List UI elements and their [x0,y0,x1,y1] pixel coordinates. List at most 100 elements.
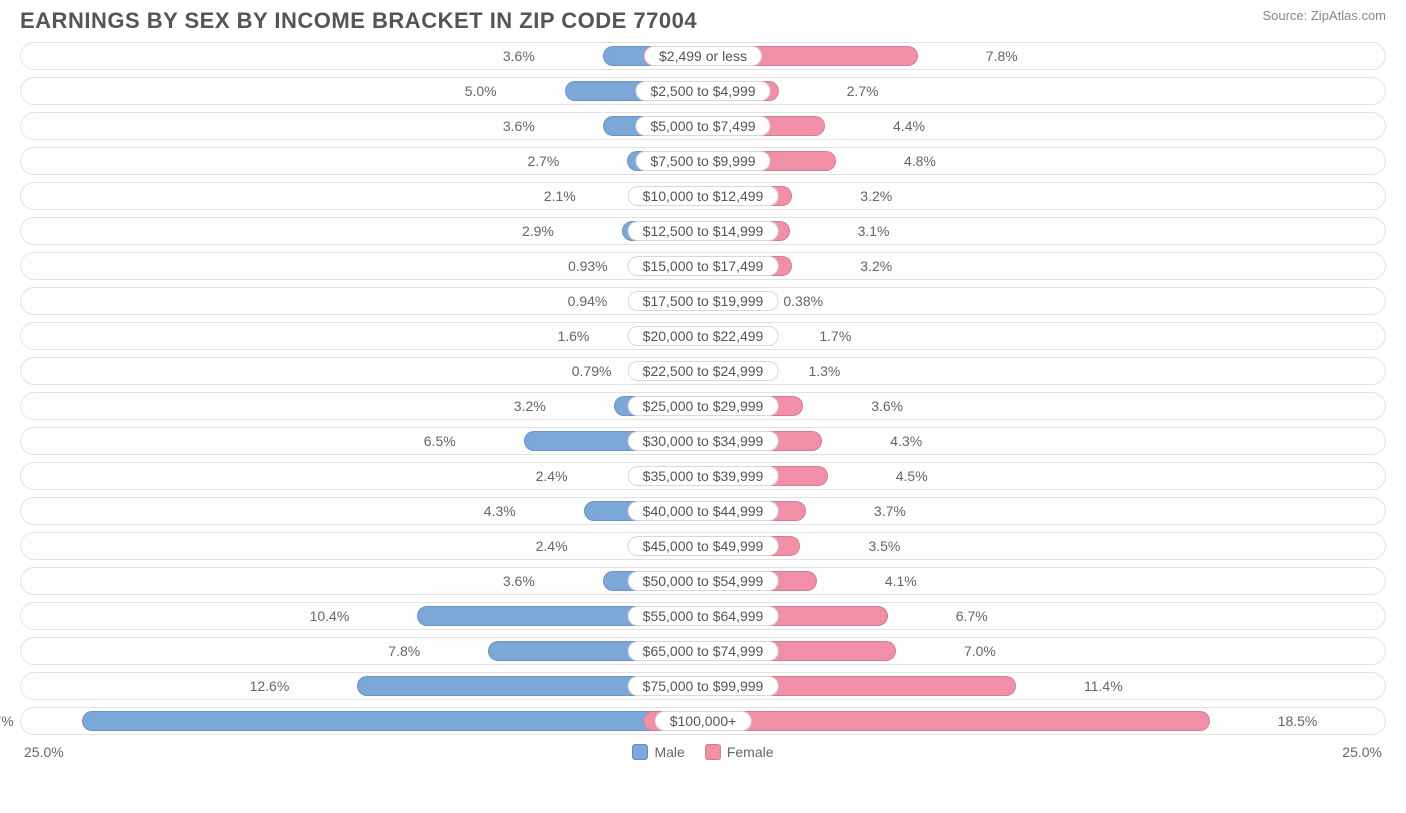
female-value-label: 0.38% [783,293,823,309]
bar-row: 3.6% 4.4% $5,000 to $7,499 [20,112,1386,140]
male-value-label: 3.6% [503,573,535,589]
bar-row: 12.6%11.4%$75,000 to $99,999 [20,672,1386,700]
bar-row-inner: 2.4% 3.5% $45,000 to $49,999 [21,533,1385,559]
axis-max-right: 25.0% [1342,744,1382,760]
female-value-label: 3.6% [871,398,903,414]
female-value-label: 6.7% [956,608,988,624]
female-value-label: 4.3% [890,433,922,449]
bar-row-inner: 2.9%3.1%$12,500 to $14,999 [21,218,1385,244]
bar-row: 0.79% 1.3% $22,500 to $24,999 [20,357,1386,385]
bar-row-inner: 2.1%3.2%$10,000 to $12,499 [21,183,1385,209]
female-value-label: 4.4% [893,118,925,134]
bar-row: 2.1%3.2%$10,000 to $12,499 [20,182,1386,210]
category-label: $30,000 to $34,999 [628,431,779,451]
male-value-label: 22.7% [0,713,14,729]
category-label: $22,500 to $24,999 [628,361,779,381]
category-label: $50,000 to $54,999 [628,571,779,591]
bar-row-inner: 0.94% 0.38%$17,500 to $19,999 [21,288,1385,314]
male-value-label: 0.94% [568,293,608,309]
male-value-label: 2.1% [544,188,576,204]
category-label: $55,000 to $64,999 [628,606,779,626]
bar-row: 2.7% 4.8% $7,500 to $9,999 [20,147,1386,175]
category-label: $45,000 to $49,999 [628,536,779,556]
bar-row-inner: 1.6%1.7%$20,000 to $22,499 [21,323,1385,349]
female-value-label: 2.7% [847,83,879,99]
bar-row-inner: 6.5% 4.3% $30,000 to $34,999 [21,428,1385,454]
bar-row: 3.6%7.8%$2,499 or less [20,42,1386,70]
male-value-label: 2.4% [536,468,568,484]
bar-row-inner: 12.6%11.4%$75,000 to $99,999 [21,673,1385,699]
male-value-label: 7.8% [388,643,420,659]
male-value-label: 6.5% [424,433,456,449]
bar-row-inner: 2.7% 4.8% $7,500 to $9,999 [21,148,1385,174]
category-label: $5,000 to $7,499 [635,116,770,136]
category-label: $12,500 to $14,999 [628,221,779,241]
male-value-label: 2.4% [536,538,568,554]
diverging-bar-chart: 3.6%7.8%$2,499 or less5.0%2.7%$2,500 to … [0,38,1406,735]
bar-row: 5.0%2.7%$2,500 to $4,999 [20,77,1386,105]
category-label: $65,000 to $74,999 [628,641,779,661]
chart-source: Source: ZipAtlas.com [1262,8,1386,23]
legend-item-female: Female [705,744,774,760]
bar-row: 3.2% 3.6% $25,000 to $29,999 [20,392,1386,420]
category-label: $7,500 to $9,999 [635,151,770,171]
female-value-label: 3.2% [860,258,892,274]
bar-row-inner: 3.6% 4.4% $5,000 to $7,499 [21,113,1385,139]
bar-row: 7.8% 7.0% $65,000 to $74,999 [20,637,1386,665]
bar-row-inner: 3.6%7.8%$2,499 or less [21,43,1385,69]
bar-row: 2.9%3.1%$12,500 to $14,999 [20,217,1386,245]
legend-label-male: Male [654,744,684,760]
bar-row: 2.4%4.5%$35,000 to $39,999 [20,462,1386,490]
male-value-label: 1.6% [557,328,589,344]
category-label: $75,000 to $99,999 [628,676,779,696]
female-value-label: 4.5% [896,468,928,484]
bar-row-inner: 4.3% 3.7% $40,000 to $44,999 [21,498,1385,524]
category-label: $25,000 to $29,999 [628,396,779,416]
bar-row: 3.6% 4.1% $50,000 to $54,999 [20,567,1386,595]
axis-max-left: 25.0% [24,744,64,760]
male-value-label: 4.3% [484,503,516,519]
male-value-label: 0.79% [572,363,612,379]
female-value-label: 1.3% [808,363,840,379]
female-value-label: 3.1% [858,223,890,239]
bar-row: 10.4% 6.7% $55,000 to $64,999 [20,602,1386,630]
bar-row: 4.3% 3.7% $40,000 to $44,999 [20,497,1386,525]
bar-row: 1.6%1.7%$20,000 to $22,499 [20,322,1386,350]
bar-row-inner: 7.8% 7.0% $65,000 to $74,999 [21,638,1385,664]
bar-row-inner: 10.4% 6.7% $55,000 to $64,999 [21,603,1385,629]
female-value-label: 7.0% [964,643,996,659]
bar-row-inner: 2.4%4.5%$35,000 to $39,999 [21,463,1385,489]
bar-row: 6.5% 4.3% $30,000 to $34,999 [20,427,1386,455]
category-label: $2,499 or less [644,46,762,66]
female-value-label: 4.1% [885,573,917,589]
male-value-label: 3.6% [503,48,535,64]
male-value-label: 3.2% [514,398,546,414]
category-label: $20,000 to $22,499 [628,326,779,346]
bar-row: 0.94% 0.38%$17,500 to $19,999 [20,287,1386,315]
female-value-label: 18.5% [1278,713,1318,729]
bar-row: 0.93% 3.2% $15,000 to $17,499 [20,252,1386,280]
chart-title: EARNINGS BY SEX BY INCOME BRACKET IN ZIP… [20,8,697,34]
chart-footer: 25.0% Male Female 25.0% [0,742,1406,760]
male-value-label: 10.4% [310,608,350,624]
category-label: $15,000 to $17,499 [628,256,779,276]
male-value-label: 5.0% [465,83,497,99]
male-value-label: 2.7% [527,153,559,169]
chart-header: EARNINGS BY SEX BY INCOME BRACKET IN ZIP… [0,0,1406,38]
category-label: $17,500 to $19,999 [628,291,779,311]
male-value-label: 0.93% [568,258,608,274]
bar-row: 22.7%18.5%$100,000+ [20,707,1386,735]
legend-label-female: Female [727,744,774,760]
female-value-label: 4.8% [904,153,936,169]
female-value-label: 3.5% [868,538,900,554]
bar-row-inner: 22.7%18.5%$100,000+ [21,708,1385,734]
bar-row: 2.4% 3.5% $45,000 to $49,999 [20,532,1386,560]
female-value-label: 3.7% [874,503,906,519]
bar-row-inner: 5.0%2.7%$2,500 to $4,999 [21,78,1385,104]
male-value-label: 3.6% [503,118,535,134]
bar-row-inner: 0.79% 1.3% $22,500 to $24,999 [21,358,1385,384]
category-label: $100,000+ [655,711,752,731]
category-label: $40,000 to $44,999 [628,501,779,521]
female-value-label: 3.2% [860,188,892,204]
legend-item-male: Male [632,744,684,760]
